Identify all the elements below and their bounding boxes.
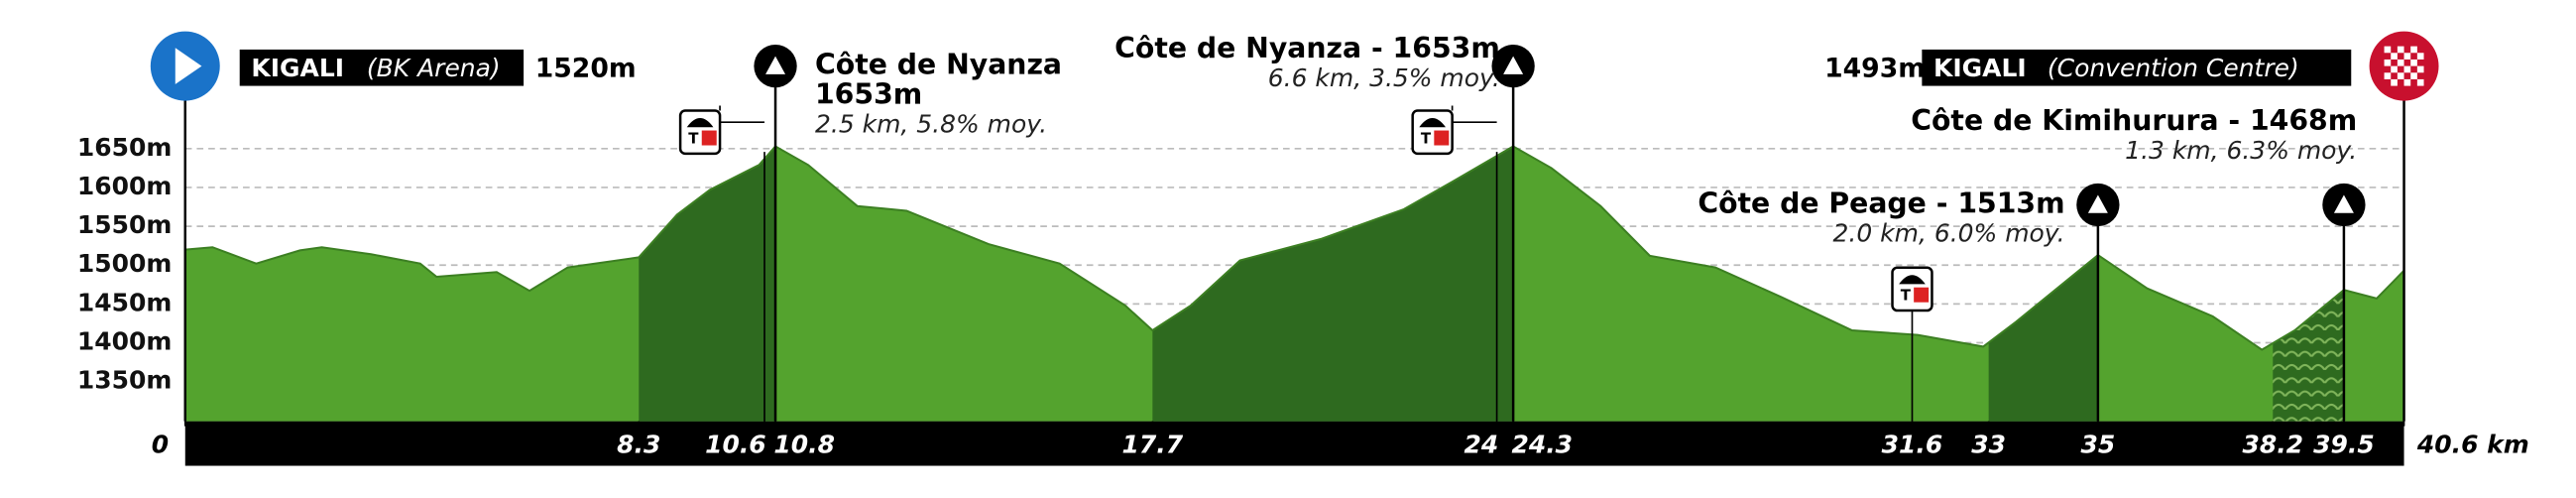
summit-name: Côte de Peage - 1513m — [1698, 187, 2064, 219]
finish-box — [1922, 49, 2352, 86]
distance-bar — [184, 421, 2404, 466]
summit-elevation: 1653m — [815, 78, 922, 111]
finish-icon-check — [2416, 53, 2424, 60]
x-tick-label: 17.7 — [1122, 431, 1184, 459]
sprint-icon-dome — [1899, 275, 1926, 285]
finish-icon-check — [2403, 78, 2411, 86]
start-city: KIGALI — [251, 54, 344, 82]
summit-detail: 6.6 km, 3.5% moy. — [1268, 63, 1500, 92]
finish-icon-check — [2397, 46, 2404, 54]
summit-icon-triangle — [2333, 194, 2354, 213]
climb-section — [1988, 255, 2098, 422]
x-tick-label: 39.5 — [2313, 431, 2375, 459]
climb-section — [639, 146, 776, 422]
finish-icon-check — [2403, 65, 2411, 73]
summit-icon-triangle — [765, 56, 786, 74]
summit-detail: 1.3 km, 6.3% moy. — [2125, 136, 2357, 165]
y-tick-label: 1600m — [77, 172, 173, 200]
start-icon-arrow — [175, 48, 202, 84]
start-elevation: 1520m — [535, 53, 637, 83]
summit-name: Côte de Nyanza — [815, 49, 1062, 81]
x-tick-label: 33 — [1971, 431, 2006, 459]
finish-icon-check — [2384, 46, 2392, 54]
finish-icon-check — [2410, 59, 2417, 66]
sprint-connector — [1451, 105, 1497, 124]
summit-detail: 2.0 km, 6.0% moy. — [1833, 218, 2065, 247]
finish-icon-check — [2416, 65, 2424, 73]
y-tick-label: 1550m — [77, 210, 173, 239]
sprint-icon-glyph: T — [688, 129, 699, 147]
start-box — [239, 49, 525, 86]
sprint-icon-glyph: T — [1421, 129, 1432, 147]
finish-icon-check — [2391, 53, 2398, 60]
y-tick-label: 1650m — [77, 133, 173, 162]
y-tick-label: 1400m — [77, 326, 173, 355]
finish-icon-check — [2397, 59, 2404, 66]
sprint-connector — [719, 105, 765, 124]
finish-icon-check — [2391, 65, 2398, 73]
x-tick-label: 10.6 — [705, 431, 766, 459]
x-tick-label: 31.6 — [1882, 431, 1943, 459]
sprint-icon-cross — [1914, 287, 1930, 303]
summit-name: Côte de Nyanza - 1653m — [1114, 32, 1500, 64]
sprint-icon-glyph: T — [1901, 287, 1912, 305]
x-tick-label: 35 — [2081, 431, 2116, 459]
finish-icon-check — [2391, 78, 2398, 86]
x-tick-label: 0 — [152, 431, 169, 459]
x-tick-label: 24.3 — [1511, 431, 1573, 459]
sprint-icon-dome — [1419, 118, 1446, 128]
finish-icon-check — [2384, 72, 2392, 79]
finish-icon-check — [2403, 53, 2411, 60]
sprint-icon-cross — [701, 130, 717, 146]
x-tick-label: 40.6 km — [2416, 431, 2529, 459]
finish-icon-check — [2384, 59, 2392, 66]
finish-icon-check — [2410, 46, 2417, 54]
finish-city: KIGALI — [1933, 54, 2027, 82]
start-venue: (BK Arena) — [367, 54, 501, 82]
climb-section — [1152, 146, 1514, 422]
x-tick-label: 24 — [1464, 431, 1499, 459]
finish-icon — [2369, 31, 2439, 101]
finish-elevation: 1493m — [1824, 53, 1926, 83]
y-tick-label: 1500m — [77, 249, 173, 278]
finish-icon-check — [2397, 72, 2404, 79]
summit-name: Côte de Kimihurura - 1468m — [1911, 104, 2357, 137]
finish-venue: (Convention Centre) — [2048, 54, 2299, 82]
sprint-icon-dome — [686, 118, 714, 128]
climb-section — [2273, 290, 2344, 422]
y-tick-label: 1450m — [77, 288, 173, 316]
profile-line — [184, 145, 2405, 351]
finish-icon-check — [2416, 78, 2424, 86]
sprint-icon-cross — [1434, 130, 1450, 146]
summit-detail: 2.5 km, 5.8% moy. — [815, 110, 1047, 139]
summit-icon-triangle — [2087, 194, 2108, 213]
x-tick-label: 8.3 — [617, 431, 660, 459]
summit-icon-triangle — [1503, 56, 1524, 74]
x-tick-label: 10.8 — [773, 431, 835, 459]
finish-icon-check — [2410, 72, 2417, 79]
y-tick-label: 1350m — [77, 366, 173, 395]
x-tick-label: 38.2 — [2242, 431, 2303, 459]
